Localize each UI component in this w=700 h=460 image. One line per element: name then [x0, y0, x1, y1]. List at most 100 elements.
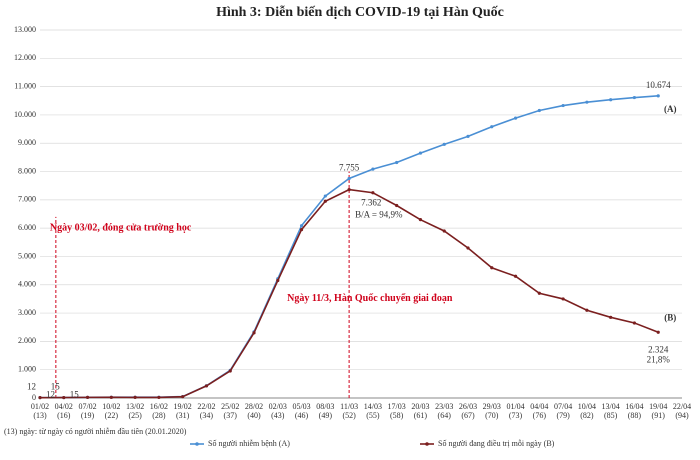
x-tick-label: 20/03 — [411, 402, 429, 411]
y-tick-label: 1.000 — [18, 365, 36, 374]
y-tick-label: 3.000 — [18, 308, 36, 317]
x-tick-label: 02/03 — [269, 402, 287, 411]
legend-marker — [425, 442, 429, 446]
x-tick-label: 05/03 — [292, 402, 310, 411]
x-tick-sublabel: (28) — [152, 411, 166, 420]
x-tick-sublabel: (13) — [33, 411, 47, 420]
point — [585, 308, 589, 312]
x-tick-label: 13/02 — [126, 402, 144, 411]
point — [656, 330, 660, 334]
x-tick-label: 29/03 — [483, 402, 501, 411]
x-tick-label: 19/02 — [174, 402, 192, 411]
x-tick-sublabel: (64) — [438, 411, 452, 420]
y-tick-label: 2.000 — [18, 336, 36, 345]
x-tick-label: 26/03 — [459, 402, 477, 411]
x-tick-sublabel: (73) — [509, 411, 523, 420]
x-tick-sublabel: (40) — [247, 411, 261, 420]
y-tick-label: 5.000 — [18, 251, 36, 260]
point — [466, 134, 470, 139]
point — [228, 369, 232, 373]
event-label: Ngày 11/3, Hàn Quốc chuyển giai đoạn — [287, 293, 453, 304]
y-tick-label: 9.000 — [18, 138, 36, 147]
point — [609, 315, 613, 319]
x-tick-sublabel: (79) — [556, 411, 570, 420]
x-tick-label: 17/03 — [388, 402, 406, 411]
point — [418, 218, 423, 222]
x-tick-label: 28/02 — [245, 402, 263, 411]
y-tick-label: 6.000 — [18, 223, 36, 232]
x-tick-label: 01/04 — [506, 402, 524, 411]
data-label: 2.324 — [648, 344, 669, 354]
point — [157, 395, 161, 400]
point — [395, 160, 399, 165]
x-tick-sublabel: (49) — [319, 411, 333, 420]
point — [252, 331, 256, 335]
x-tick-label: 22/04 — [673, 402, 691, 411]
series-tag: (A) — [664, 104, 677, 114]
point — [371, 191, 375, 195]
x-tick-sublabel: (25) — [128, 411, 142, 420]
series-tag: (B) — [664, 312, 676, 322]
point — [38, 396, 42, 400]
y-tick-label: 13.000 — [14, 25, 36, 34]
x-tick-sublabel: (37) — [224, 411, 238, 420]
y-tick-label: 0 — [32, 393, 36, 402]
x-tick-label: 23/03 — [435, 402, 453, 411]
point — [109, 395, 113, 399]
x-tick-sublabel: (16) — [57, 411, 71, 420]
x-tick-sublabel: (91) — [652, 411, 666, 420]
point — [632, 95, 637, 100]
x-tick-sublabel: (76) — [533, 411, 547, 420]
point — [442, 142, 446, 146]
legend-marker — [195, 442, 199, 446]
point — [133, 395, 137, 400]
x-tick-label: 01/02 — [31, 402, 49, 411]
y-tick-label: 4.000 — [18, 280, 36, 289]
point — [513, 274, 518, 278]
point — [609, 98, 613, 102]
x-tick-sublabel: (31) — [176, 411, 190, 420]
point — [561, 297, 565, 301]
point — [371, 167, 375, 171]
legend-label: Số người đang điều trị mỗi ngày (B) — [438, 439, 555, 448]
point — [513, 116, 518, 120]
x-tick-label: 04/02 — [55, 402, 73, 411]
x-tick-label: 13/04 — [602, 402, 620, 411]
x-tick-sublabel: (22) — [105, 411, 119, 420]
x-tick-label: 25/02 — [221, 402, 239, 411]
x-tick-sublabel: (19) — [81, 411, 95, 420]
point — [85, 395, 90, 399]
point — [656, 94, 660, 98]
x-tick-label: 19/04 — [649, 402, 667, 411]
point — [537, 108, 541, 113]
data-label: 15 — [70, 390, 80, 400]
point — [632, 321, 637, 325]
point — [585, 100, 589, 104]
x-tick-sublabel: (61) — [414, 411, 428, 420]
point — [418, 151, 423, 155]
data-label: 12 — [27, 382, 36, 392]
point — [62, 395, 66, 400]
point — [204, 384, 209, 388]
point — [490, 125, 494, 129]
x-tick-sublabel: (55) — [366, 411, 380, 420]
x-tick-sublabel: (58) — [390, 411, 404, 420]
x-tick-label: 16/02 — [150, 402, 168, 411]
x-tick-sublabel: (43) — [271, 411, 285, 420]
x-tick-sublabel: (70) — [485, 411, 499, 420]
y-tick-label: 8.000 — [18, 166, 36, 175]
point — [299, 224, 304, 228]
data-label: 12 — [46, 390, 55, 400]
end-ratio-label: 21,8% — [647, 354, 671, 364]
x-tick-label: 16/04 — [625, 402, 643, 411]
x-tick-sublabel: (94) — [675, 411, 689, 420]
data-label: 7.362 — [361, 198, 381, 208]
y-tick-label: 10.000 — [14, 110, 36, 119]
x-tick-label: 10/04 — [578, 402, 596, 411]
point — [181, 395, 185, 399]
y-tick-label: 11.000 — [14, 81, 36, 90]
data-label: 7.755 — [339, 163, 360, 173]
legend-label: Số người nhiễm bệnh (A) — [208, 439, 290, 448]
point — [347, 176, 351, 181]
